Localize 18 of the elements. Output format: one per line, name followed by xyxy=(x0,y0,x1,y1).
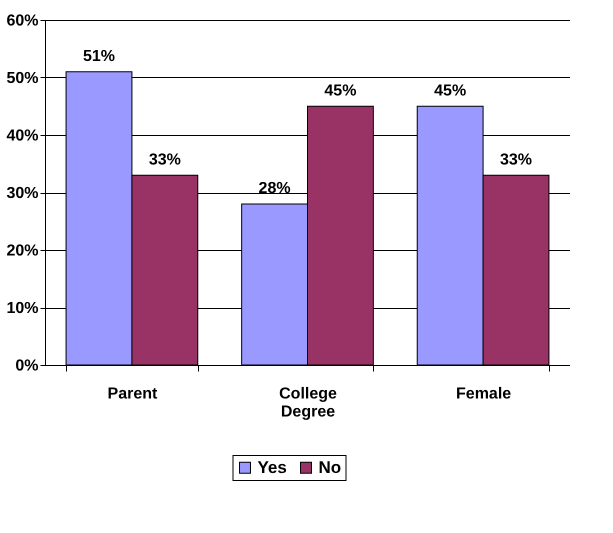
data-label: 33% xyxy=(500,151,532,168)
data-label: 45% xyxy=(434,82,466,100)
x-tick-label: College Degree xyxy=(279,386,337,420)
data-label: 28% xyxy=(258,180,291,197)
y-tick-label: 40% xyxy=(6,128,38,144)
x-tick-label: Parent xyxy=(108,386,158,402)
y-tick-label: 60% xyxy=(6,12,38,30)
legend-label: No xyxy=(318,458,342,477)
data-label: 51% xyxy=(82,48,116,65)
legend-label: Yes xyxy=(258,458,287,477)
x-tick-label: Female xyxy=(456,386,512,402)
y-tick-label: 20% xyxy=(6,242,38,260)
data-label: 45% xyxy=(324,82,356,100)
y-tick-label: 50% xyxy=(6,70,38,87)
data-label: 33% xyxy=(148,151,181,168)
y-tick-label: 0% xyxy=(15,358,38,374)
y-tick-label: 30% xyxy=(6,185,38,202)
y-tick-label: 10% xyxy=(6,300,38,317)
